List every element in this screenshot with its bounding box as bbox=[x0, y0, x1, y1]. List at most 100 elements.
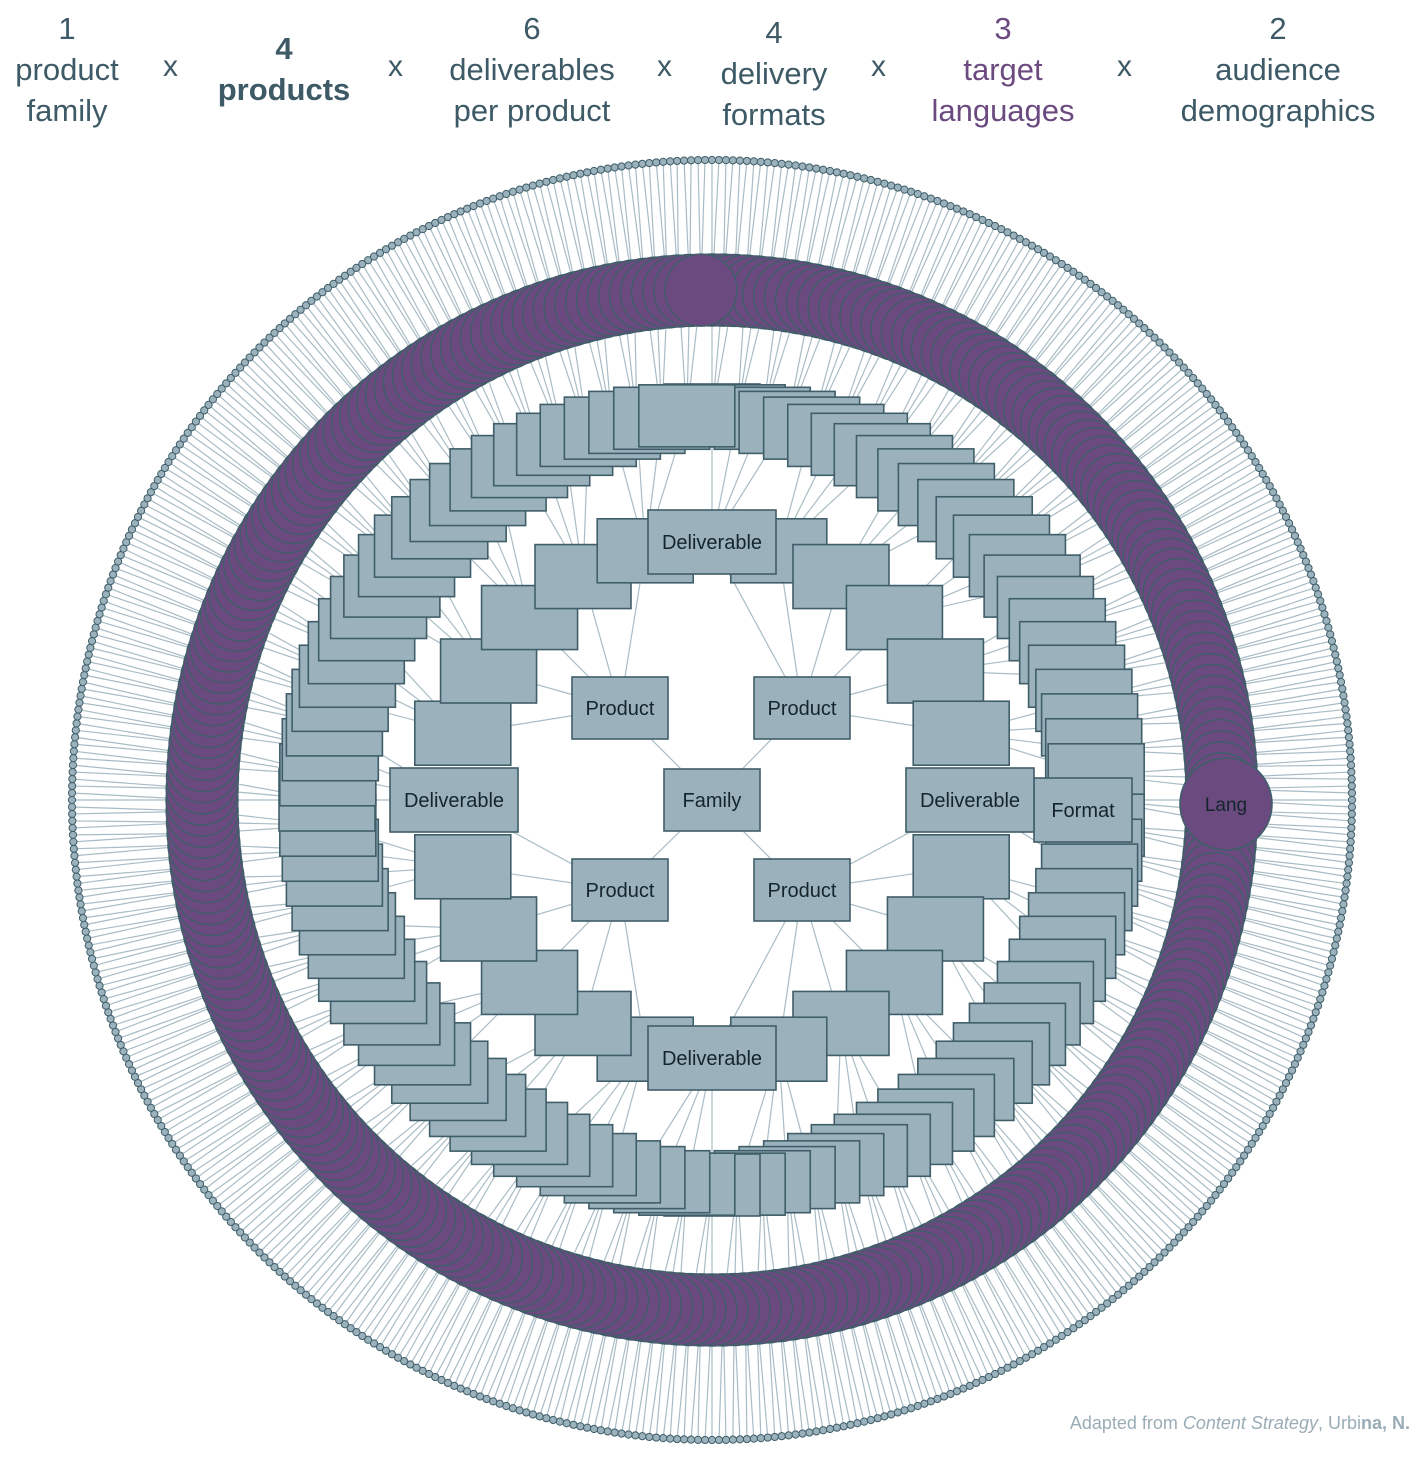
demographic-node bbox=[906, 187, 916, 196]
demographic-node bbox=[301, 301, 311, 310]
deliverable-node bbox=[912, 700, 1011, 767]
demographic-node bbox=[153, 475, 162, 485]
factor-label: product bbox=[15, 52, 119, 87]
demographic-nodes bbox=[67, 155, 1357, 1445]
demographic-node bbox=[69, 754, 78, 763]
demographic-node bbox=[860, 1417, 869, 1426]
demographic-node bbox=[140, 500, 149, 509]
demographic-node bbox=[555, 174, 564, 183]
demographic-node bbox=[784, 1431, 793, 1440]
demographic-node bbox=[631, 160, 640, 169]
demographic-node bbox=[307, 296, 316, 305]
factor-label: demographics bbox=[1180, 93, 1376, 128]
language-node-highlight: Lang bbox=[1179, 757, 1273, 851]
demographic-node bbox=[81, 927, 90, 936]
demographic-node bbox=[749, 157, 758, 166]
demographic-node bbox=[76, 900, 85, 909]
demographic-node bbox=[1039, 248, 1049, 257]
factor-label: languages bbox=[931, 93, 1075, 128]
demographic-node bbox=[679, 1435, 689, 1444]
demographic-node bbox=[880, 179, 889, 188]
demographic-node bbox=[1255, 463, 1264, 473]
deliverable-node-box bbox=[439, 896, 538, 962]
factor-label: formats bbox=[722, 97, 826, 132]
demographic-node bbox=[576, 169, 585, 178]
demographic-node bbox=[164, 1133, 173, 1143]
deliverable-node-labeled-box bbox=[389, 767, 519, 833]
demographic-node bbox=[346, 1324, 355, 1333]
factor-label: family bbox=[26, 93, 108, 128]
demographic-node bbox=[1219, 1179, 1229, 1189]
demographic-node bbox=[406, 1360, 415, 1369]
demographic-node bbox=[624, 161, 633, 170]
demographic-node bbox=[1145, 328, 1154, 337]
deliverable-node-box bbox=[413, 833, 512, 900]
demographic-node bbox=[358, 259, 367, 269]
demographic-node bbox=[68, 809, 77, 819]
demographic-node bbox=[714, 155, 724, 165]
product-node-box bbox=[753, 676, 851, 740]
demographic-node bbox=[1247, 452, 1256, 461]
demographic-node bbox=[352, 263, 361, 272]
demographic-node bbox=[583, 1423, 592, 1432]
demographic-node bbox=[1057, 1331, 1066, 1341]
multiply-sign: x bbox=[871, 50, 886, 83]
demographic-node bbox=[236, 1228, 245, 1237]
demographic-node bbox=[1344, 858, 1354, 867]
demographic-node bbox=[652, 1433, 661, 1442]
demographic-node bbox=[1346, 837, 1355, 846]
demographic-node bbox=[721, 156, 731, 165]
demographic-node bbox=[157, 469, 166, 479]
demographic-node bbox=[1069, 267, 1078, 276]
demographic-node bbox=[1272, 494, 1281, 503]
demographic-node bbox=[74, 705, 83, 714]
demographic-node bbox=[323, 1307, 333, 1317]
demographic-node bbox=[1275, 500, 1284, 509]
demographic-node bbox=[1262, 1115, 1271, 1125]
demographic-node bbox=[296, 305, 305, 314]
demographic-node bbox=[1339, 900, 1348, 909]
demographic-node bbox=[1140, 1267, 1149, 1276]
demographic-node bbox=[1343, 872, 1352, 881]
demographic-node bbox=[1326, 630, 1335, 639]
demographic-node bbox=[735, 156, 745, 165]
demographic-node bbox=[213, 1201, 222, 1211]
demographic-node bbox=[1103, 292, 1112, 301]
demographic-node bbox=[693, 1435, 703, 1444]
demographic-node bbox=[562, 1419, 571, 1428]
demographic-node bbox=[562, 172, 571, 181]
deliverable-node-labeled-box bbox=[647, 509, 777, 575]
factor-label: deliverables bbox=[449, 52, 615, 87]
demographic-node bbox=[1045, 1339, 1055, 1348]
deliverable-node bbox=[912, 833, 1011, 900]
demographic-node bbox=[160, 463, 169, 473]
demographic-node bbox=[329, 1312, 338, 1321]
deliverable-node-labeled: Deliverable bbox=[647, 1025, 777, 1091]
demographic-node bbox=[1326, 961, 1335, 970]
demographic-node bbox=[68, 830, 78, 839]
demographic-node bbox=[569, 171, 578, 180]
demographic-node bbox=[208, 395, 217, 404]
demographic-node bbox=[87, 954, 97, 963]
factor-label: target bbox=[963, 52, 1043, 87]
demographic-node bbox=[1329, 948, 1338, 957]
factor-count: 3 bbox=[994, 11, 1012, 46]
demographic-node bbox=[1009, 1360, 1018, 1369]
deliverable-node bbox=[439, 896, 538, 962]
demographic-node bbox=[900, 1406, 909, 1415]
demographic-node bbox=[1179, 1228, 1188, 1237]
demographic-node bbox=[1232, 1162, 1241, 1172]
product-node-box bbox=[571, 858, 669, 922]
demographic-node bbox=[707, 155, 717, 165]
demographic-node bbox=[825, 1424, 835, 1434]
demographic-node bbox=[68, 816, 77, 826]
demographic-node bbox=[784, 160, 793, 169]
demographic-node bbox=[535, 179, 544, 188]
demographic-node bbox=[187, 423, 196, 432]
demographic-node bbox=[217, 384, 226, 393]
format-node bbox=[638, 384, 736, 448]
demographic-node bbox=[825, 166, 835, 176]
family-node-box-group-box bbox=[663, 768, 761, 832]
demographic-node bbox=[1240, 1151, 1249, 1160]
family-node-box-group: Family bbox=[663, 768, 761, 832]
